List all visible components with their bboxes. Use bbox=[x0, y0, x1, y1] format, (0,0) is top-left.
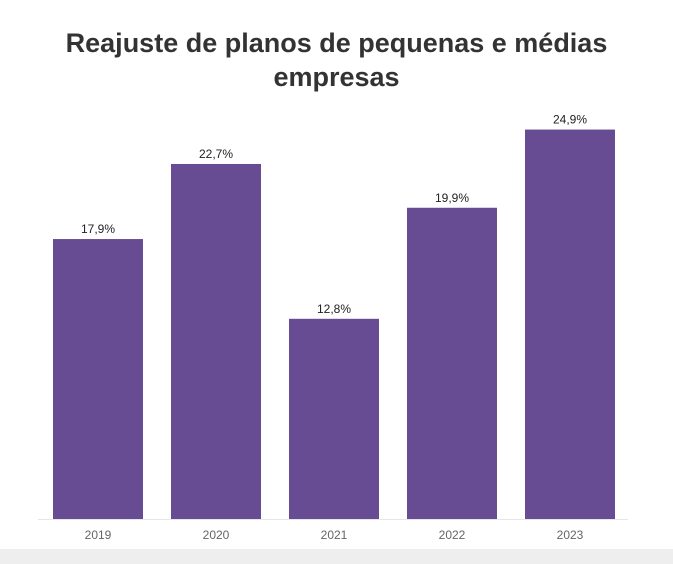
x-tick-label-2022: 2022 bbox=[439, 528, 466, 542]
data-label-2020: 22,7% bbox=[199, 147, 233, 161]
bar-2023 bbox=[525, 129, 615, 519]
bar-2020 bbox=[171, 163, 261, 520]
x-tick-label-2021: 2021 bbox=[321, 528, 348, 542]
x-tick-label-2020: 2020 bbox=[203, 528, 230, 542]
x-tick-label-2019: 2019 bbox=[85, 528, 112, 542]
data-label-2023: 24,9% bbox=[553, 113, 587, 127]
bar-2019 bbox=[53, 239, 143, 519]
data-label-2022: 19,9% bbox=[435, 191, 469, 205]
x-tick-label-2023: 2023 bbox=[557, 528, 584, 542]
data-label-2021: 12,8% bbox=[317, 302, 351, 316]
bar-2022 bbox=[407, 207, 497, 519]
bar-2021 bbox=[289, 318, 379, 519]
bottom-strip bbox=[0, 549, 673, 564]
chart-title: Reajuste de planos de pequenas e médias … bbox=[65, 28, 608, 92]
data-label-2019: 17,9% bbox=[81, 222, 115, 236]
bar-chart: 17,9% 2019 22,7% 2020 12,8% 2021 19,9% 2022 24,9… bbox=[38, 113, 628, 542]
